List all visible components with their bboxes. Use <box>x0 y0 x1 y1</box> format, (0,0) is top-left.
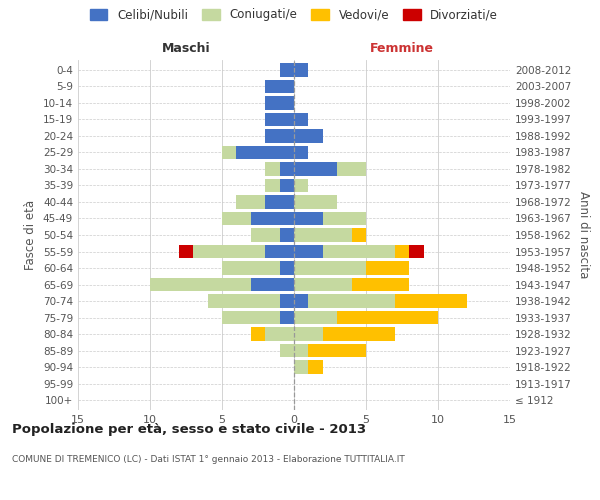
Bar <box>308 294 395 308</box>
Bar <box>395 294 467 308</box>
Bar <box>409 244 424 258</box>
Bar <box>294 178 308 192</box>
Bar <box>294 195 337 209</box>
Bar <box>294 63 308 76</box>
Bar <box>294 162 337 175</box>
Bar <box>294 146 308 159</box>
Bar <box>222 146 236 159</box>
Bar <box>251 212 294 226</box>
Bar <box>294 244 323 258</box>
Bar <box>265 80 294 93</box>
Bar <box>251 328 265 341</box>
Bar <box>265 195 294 209</box>
Text: Femmine: Femmine <box>370 42 434 55</box>
Bar <box>294 344 308 358</box>
Legend: Celibi/Nubili, Coniugati/e, Vedovi/e, Divorziati/e: Celibi/Nubili, Coniugati/e, Vedovi/e, Di… <box>90 8 498 22</box>
Bar <box>251 278 294 291</box>
Bar <box>251 228 280 242</box>
Bar <box>323 244 395 258</box>
Bar <box>308 360 323 374</box>
Bar <box>265 178 280 192</box>
Bar <box>265 96 294 110</box>
Bar <box>294 278 352 291</box>
Bar <box>280 162 294 175</box>
Bar <box>208 294 280 308</box>
Bar <box>280 63 294 76</box>
Bar <box>222 261 280 275</box>
Bar <box>222 212 251 226</box>
Bar <box>265 112 294 126</box>
Bar <box>366 261 409 275</box>
Bar <box>308 344 366 358</box>
Bar <box>294 212 323 226</box>
Bar <box>222 311 280 324</box>
Bar <box>294 328 323 341</box>
Bar <box>179 244 193 258</box>
Bar <box>395 244 409 258</box>
Bar <box>294 294 308 308</box>
Bar <box>294 261 366 275</box>
Bar <box>280 344 294 358</box>
Bar <box>280 261 294 275</box>
Bar <box>280 311 294 324</box>
Bar <box>294 129 323 142</box>
Bar <box>323 328 395 341</box>
Bar <box>294 112 308 126</box>
Y-axis label: Fasce di età: Fasce di età <box>25 200 37 270</box>
Bar <box>265 162 280 175</box>
Bar <box>280 178 294 192</box>
Text: COMUNE DI TREMENICO (LC) - Dati ISTAT 1° gennaio 2013 - Elaborazione TUTTITALIA.: COMUNE DI TREMENICO (LC) - Dati ISTAT 1°… <box>12 455 405 464</box>
Bar <box>280 228 294 242</box>
Bar <box>265 129 294 142</box>
Bar <box>193 244 265 258</box>
Bar <box>337 311 438 324</box>
Bar <box>150 278 251 291</box>
Bar <box>294 311 337 324</box>
Bar <box>323 212 366 226</box>
Bar <box>352 278 409 291</box>
Y-axis label: Anni di nascita: Anni di nascita <box>577 192 590 278</box>
Bar <box>294 360 308 374</box>
Bar <box>280 294 294 308</box>
Text: Popolazione per età, sesso e stato civile - 2013: Popolazione per età, sesso e stato civil… <box>12 422 366 436</box>
Bar <box>236 146 294 159</box>
Bar <box>265 328 294 341</box>
Bar <box>265 244 294 258</box>
Bar <box>337 162 366 175</box>
Bar <box>294 228 352 242</box>
Bar <box>236 195 265 209</box>
Bar <box>352 228 366 242</box>
Text: Maschi: Maschi <box>161 42 211 55</box>
